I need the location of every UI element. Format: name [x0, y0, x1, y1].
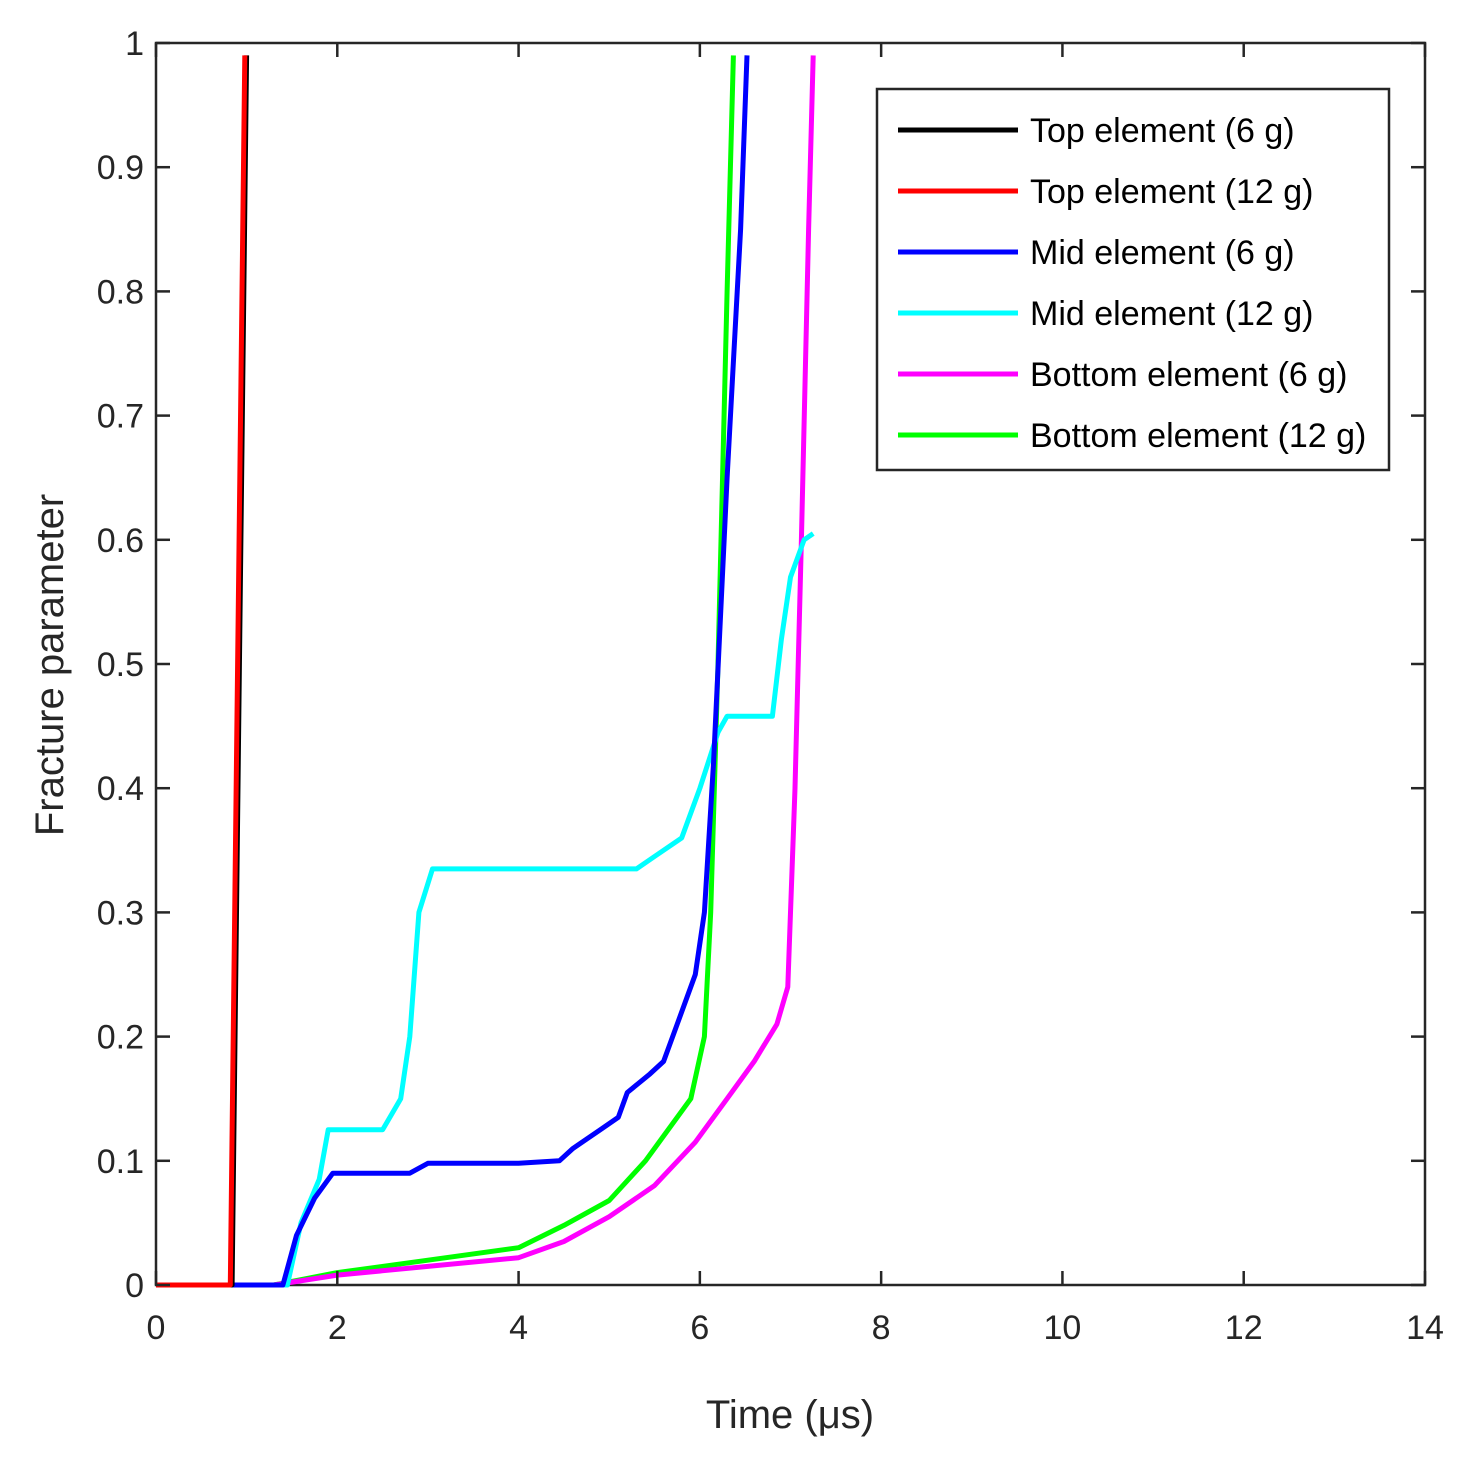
y-tick-label: 0.9: [97, 149, 144, 187]
series-line: [156, 531, 815, 1288]
y-tick-label: 0.3: [97, 894, 144, 932]
legend-label: Bottom element (12 g): [1030, 417, 1366, 455]
x-tick-label: 6: [690, 1309, 709, 1347]
x-tick-label: 2: [328, 1309, 347, 1347]
x-tick-label: 0: [147, 1309, 166, 1347]
legend-label: Mid element (6 g): [1030, 234, 1295, 272]
y-tick-label: 0: [125, 1267, 144, 1305]
y-tick-label: 0.7: [97, 398, 144, 436]
y-tick-label: 0.4: [97, 770, 144, 808]
legend-label: Top element (6 g): [1030, 112, 1295, 150]
y-tick-label: 0.5: [97, 646, 144, 684]
x-axis-title: Time (μs): [706, 1393, 874, 1437]
x-tick-label: 10: [1044, 1309, 1082, 1347]
y-tick-label: 0.1: [97, 1143, 144, 1181]
ticks-layer: 0 2 4 6 8 10 12 14 0 0.1 0.2 0.3 0.4 0.5 0.6 0.7 0.8 0.9 1: [97, 25, 1444, 1347]
x-tick-label: 4: [509, 1309, 528, 1347]
x-tick-label: 14: [1406, 1309, 1444, 1347]
x-tick-label: 8: [872, 1309, 891, 1347]
series-line: [156, 55, 750, 1288]
legend-box: [875, 87, 1391, 472]
y-axis-title: Fracture parameter: [28, 494, 72, 836]
y-tick-label: 1: [125, 25, 144, 63]
series-line: [156, 55, 248, 1288]
x-tick-label: 12: [1225, 1309, 1263, 1347]
legend-label: Mid element (12 g): [1030, 295, 1313, 333]
series-layer: [156, 55, 816, 1288]
y-tick-label: 0.8: [97, 273, 144, 311]
legend: Top element (6 g) Top element (12 g) Mid e…: [875, 87, 1391, 472]
legend-label: Top element (12 g): [1030, 173, 1314, 211]
y-tick-label: 0.6: [97, 522, 144, 560]
series-line: [156, 55, 816, 1288]
y-tick-label: 0.2: [97, 1019, 144, 1057]
legend-label: Bottom element (6 g): [1030, 356, 1347, 394]
